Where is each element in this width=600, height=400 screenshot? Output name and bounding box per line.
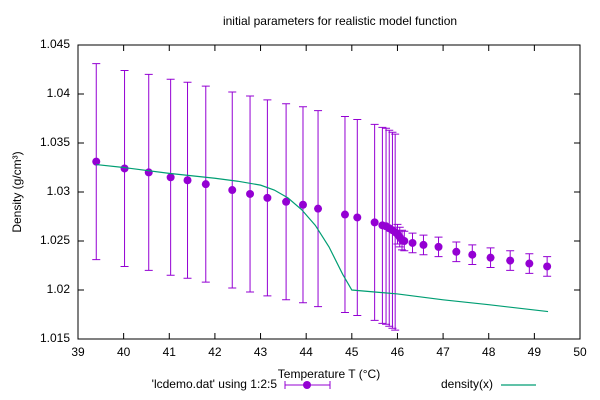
- y-tick-label: 1.035: [40, 135, 70, 149]
- chart-title: initial parameters for realistic model f…: [223, 14, 457, 28]
- data-point: [408, 238, 417, 247]
- x-tick-label: 48: [482, 345, 496, 359]
- data-point: [370, 218, 379, 227]
- x-tick-label: 50: [573, 345, 587, 359]
- y-tick-label: 1.03: [47, 184, 71, 198]
- data-point: [486, 253, 495, 262]
- data-point: [246, 189, 255, 198]
- data-point: [144, 168, 153, 177]
- y-tick-label: 1.04: [47, 86, 71, 100]
- legend-label: density(x): [441, 377, 493, 391]
- x-tick-label: 45: [345, 345, 359, 359]
- data-point: [282, 197, 291, 206]
- data-point: [400, 237, 409, 245]
- data-point: [92, 157, 101, 166]
- data-point: [228, 186, 237, 195]
- data-point: [506, 256, 515, 265]
- x-tick-label: 42: [208, 345, 222, 359]
- x-tick-label: 39: [71, 345, 85, 359]
- data-point: [314, 204, 323, 213]
- data-point: [166, 173, 175, 182]
- data-point: [120, 164, 129, 173]
- y-tick-label: 1.02: [47, 282, 71, 296]
- data-point: [298, 200, 307, 209]
- data-point: [183, 176, 192, 185]
- y-tick-label: 1.015: [40, 331, 70, 345]
- x-tick-label: 43: [254, 345, 268, 359]
- data-point: [263, 193, 272, 202]
- y-tick-label: 1.045: [40, 37, 70, 51]
- y-tick-label: 1.025: [40, 233, 70, 247]
- x-tick-label: 44: [300, 345, 314, 359]
- x-tick-label: 49: [528, 345, 542, 359]
- data-point: [543, 262, 552, 271]
- data-point: [340, 210, 349, 219]
- y-axis-label: Density (g/cm³): [10, 151, 24, 232]
- data-point: [201, 180, 210, 189]
- legend-label: 'lcdemo.dat' using 1:2:5: [152, 377, 278, 391]
- data-point: [452, 247, 461, 256]
- data-point: [419, 240, 428, 249]
- x-axis-label: Temperature T (°C): [278, 367, 380, 381]
- x-tick-label: 41: [163, 345, 177, 359]
- data-point: [525, 259, 534, 268]
- x-tick-label: 47: [436, 345, 450, 359]
- plot-border: [77, 44, 581, 340]
- model-line: [96, 163, 549, 313]
- data-point: [468, 250, 477, 259]
- x-tick-label: 40: [117, 345, 131, 359]
- data-point: [434, 242, 443, 251]
- x-tick-label: 46: [391, 345, 405, 359]
- data-point: [353, 213, 362, 222]
- legend-point: [303, 381, 311, 389]
